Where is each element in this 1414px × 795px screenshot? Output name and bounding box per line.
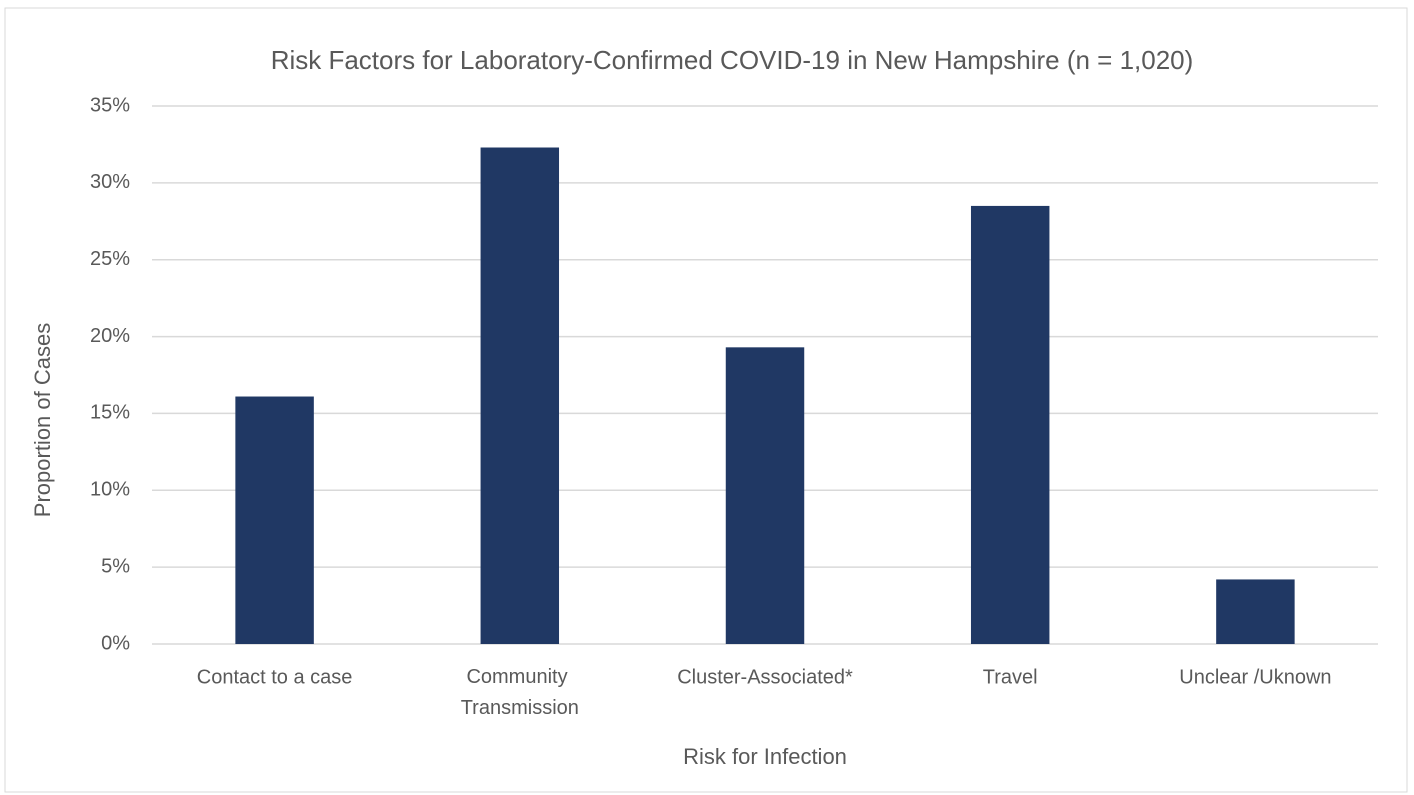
y-tick-label: 0% <box>101 632 130 654</box>
bar <box>970 205 1050 644</box>
x-axis-label: Risk for Infection <box>683 744 847 769</box>
bar <box>480 147 560 644</box>
y-axis-label: Proportion of Cases <box>30 323 55 517</box>
y-tick-label: 20% <box>90 325 130 347</box>
y-tick-label: 5% <box>101 555 130 577</box>
y-tick-label: 30% <box>90 171 130 193</box>
y-tick-label: 10% <box>90 479 130 501</box>
x-tick-label: Contact to a case <box>197 666 353 688</box>
x-tick-label: Community Transmission <box>461 666 579 719</box>
x-tick-label: Travel <box>983 666 1038 688</box>
y-tick-label: 15% <box>90 402 130 424</box>
y-tick-label: 35% <box>90 94 130 116</box>
x-tick-label: Unclear /Uknown <box>1179 666 1331 688</box>
bar <box>235 396 314 644</box>
bar <box>725 347 805 644</box>
x-tick-label: Cluster-Associated* <box>677 666 853 688</box>
chart-title: Risk Factors for Laboratory-Confirmed CO… <box>271 45 1194 75</box>
y-tick-label: 25% <box>90 248 130 270</box>
bar <box>1216 579 1295 644</box>
